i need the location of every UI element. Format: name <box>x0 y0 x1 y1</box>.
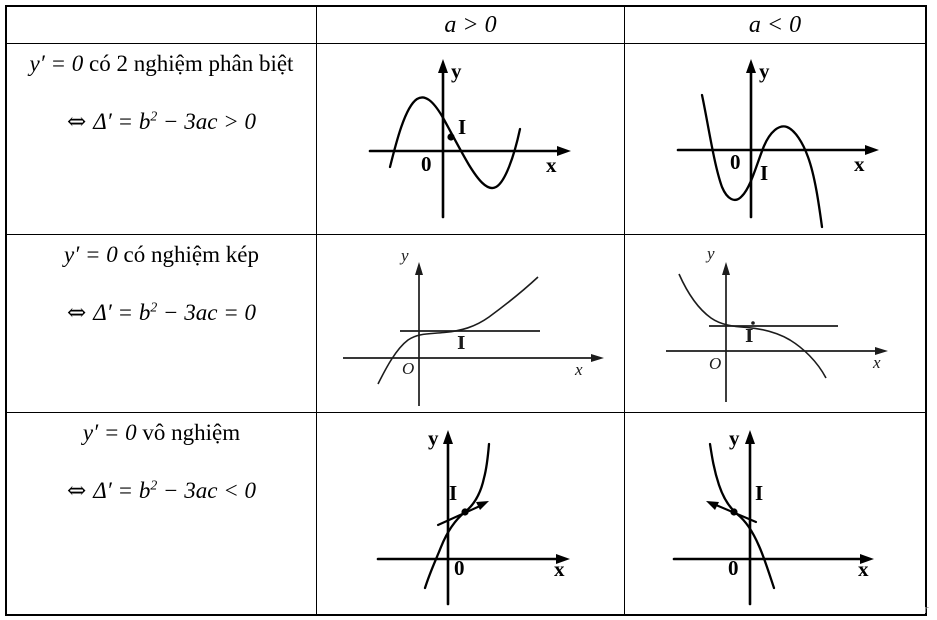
y-axis-label: y <box>428 426 439 450</box>
header-cell-empty <box>7 7 317 44</box>
x-axis-arrow-icon <box>555 554 570 564</box>
formula-post: − 3ac < 0 <box>157 477 256 503</box>
formula-post: − 3ac > 0 <box>157 108 256 134</box>
condition-text: có nghiệm kép <box>117 242 259 267</box>
condition-cell-double-root: y′ = 0 có nghiệm kép ⇔ Δ′ = b2 − 3ac = 0 <box>7 235 317 413</box>
condition-math: y′ = 0 <box>82 420 137 445</box>
inflection-label: I <box>457 333 465 354</box>
tangent-line <box>436 504 481 527</box>
x-axis-label: x <box>574 360 583 379</box>
header-cell-a-positive: a > 0 <box>317 7 625 44</box>
y-axis-arrow-icon <box>442 430 453 444</box>
scan-artifact-mark: r <box>924 603 929 616</box>
inflection-label: I <box>760 161 768 185</box>
condition-text: có 2 nghiệm phân biệt <box>83 51 294 76</box>
graph-cell-two-roots-a-negative: y x 0 I <box>625 44 925 235</box>
inflection-dot <box>730 508 738 516</box>
equivalence-arrow: ⇔ <box>67 477 87 504</box>
x-axis-label: x <box>554 557 565 581</box>
formula-exponent: 2 <box>150 107 158 123</box>
y-axis-label: y <box>705 244 715 263</box>
inflection-label: I <box>449 481 457 505</box>
condition-cell-two-distinct-roots: y′ = 0 có 2 nghiệm phân biệt ⇔ Δ′ = b2 − … <box>7 44 317 235</box>
formula-line: ⇔ Δ′ = b2 − 3ac < 0 <box>7 477 316 506</box>
inflection-label: I <box>458 115 466 139</box>
formula-post: − 3ac = 0 <box>157 299 256 325</box>
formula-pre: Δ′ = b <box>93 299 151 325</box>
y-axis-label: y <box>759 59 770 83</box>
graph-double-root-a-positive: y x O I <box>342 246 604 406</box>
y-axis-arrow-icon <box>414 261 423 275</box>
origin-label: 0 <box>454 556 465 580</box>
y-axis-arrow-icon <box>437 59 448 73</box>
x-axis-arrow-icon <box>556 146 571 156</box>
x-axis-label: x <box>854 152 865 176</box>
condition-text: vô nghiệm <box>136 420 241 445</box>
origin-label: 0 <box>728 556 739 580</box>
graph-double-root-a-negative: y x O I <box>666 244 888 402</box>
condition-cell-no-roots: y′ = 0 vô nghiệm ⇔ Δ′ = b2 − 3ac < 0 <box>7 413 317 614</box>
tangent-arrow-icon <box>475 501 489 510</box>
origin-label: 0 <box>421 152 432 176</box>
graph-no-roots-a-positive: y x 0 I <box>376 426 570 606</box>
y-axis-label: y <box>729 426 740 450</box>
x-axis-label: x <box>546 153 557 177</box>
formula-line: ⇔ Δ′ = b2 − 3ac > 0 <box>7 108 316 137</box>
inflection-dot <box>751 320 755 325</box>
x-axis-arrow-icon <box>860 554 874 564</box>
inflection-dot <box>460 508 469 516</box>
inflection-label: I <box>745 326 753 347</box>
formula-exponent: 2 <box>150 476 158 492</box>
cubic-discriminant-table: a > 0 a < 0 y′ = 0 có 2 nghiệm phân biệt… <box>5 5 927 616</box>
graph-cell-double-root-a-positive: y x O I <box>317 235 625 413</box>
condition-line: y′ = 0 có 2 nghiệm phân biệt <box>7 50 316 78</box>
tangent-arrow-icon <box>706 501 719 510</box>
x-axis-arrow-icon <box>875 346 888 355</box>
cubic-curve <box>700 93 824 229</box>
condition-math: y′ = 0 <box>64 242 118 267</box>
formula-exponent: 2 <box>150 298 158 314</box>
graph-two-roots-a-negative: y x 0 I <box>676 59 879 229</box>
graph-cell-two-roots-a-positive: y x 0 I <box>317 44 625 235</box>
cubic-curve <box>678 273 827 378</box>
graph-two-roots-a-positive: y x 0 I <box>368 59 571 219</box>
origin-label: O <box>709 354 721 373</box>
origin-label: 0 <box>730 150 741 174</box>
x-axis-arrow-icon <box>865 145 879 155</box>
x-axis-arrow-icon <box>590 353 604 362</box>
y-axis-arrow-icon <box>722 261 730 275</box>
x-axis-label: x <box>872 353 881 372</box>
cubic-curve <box>376 275 539 384</box>
origin-label: O <box>402 359 414 378</box>
formula-pre: Δ′ = b <box>93 477 151 503</box>
formula-line: ⇔ Δ′ = b2 − 3ac = 0 <box>7 299 316 328</box>
graph-no-roots-a-negative: y x 0 I <box>672 426 874 606</box>
condition-line: y′ = 0 vô nghiệm <box>7 419 316 447</box>
y-axis-arrow-icon <box>746 59 756 73</box>
inflection-label: I <box>755 481 763 505</box>
graph-cell-double-root-a-negative: y x O I <box>625 235 925 413</box>
y-axis-label: y <box>399 246 409 265</box>
equivalence-arrow: ⇔ <box>67 108 87 135</box>
graph-cell-no-roots-a-positive: y x 0 I <box>317 413 625 614</box>
y-axis-label: y <box>451 59 462 83</box>
graph-cell-no-roots-a-negative: y x 0 I <box>625 413 925 614</box>
equivalence-arrow: ⇔ <box>67 299 87 326</box>
formula-pre: Δ′ = b <box>93 108 151 134</box>
condition-math: y′ = 0 <box>29 51 84 76</box>
header-cell-a-negative: a < 0 <box>625 7 925 44</box>
condition-line: y′ = 0 có nghiệm kép <box>7 241 316 269</box>
x-axis-label: x <box>858 557 869 581</box>
inflection-dot <box>446 133 455 141</box>
y-axis-arrow-icon <box>745 430 755 444</box>
cubic-curve <box>388 96 521 190</box>
